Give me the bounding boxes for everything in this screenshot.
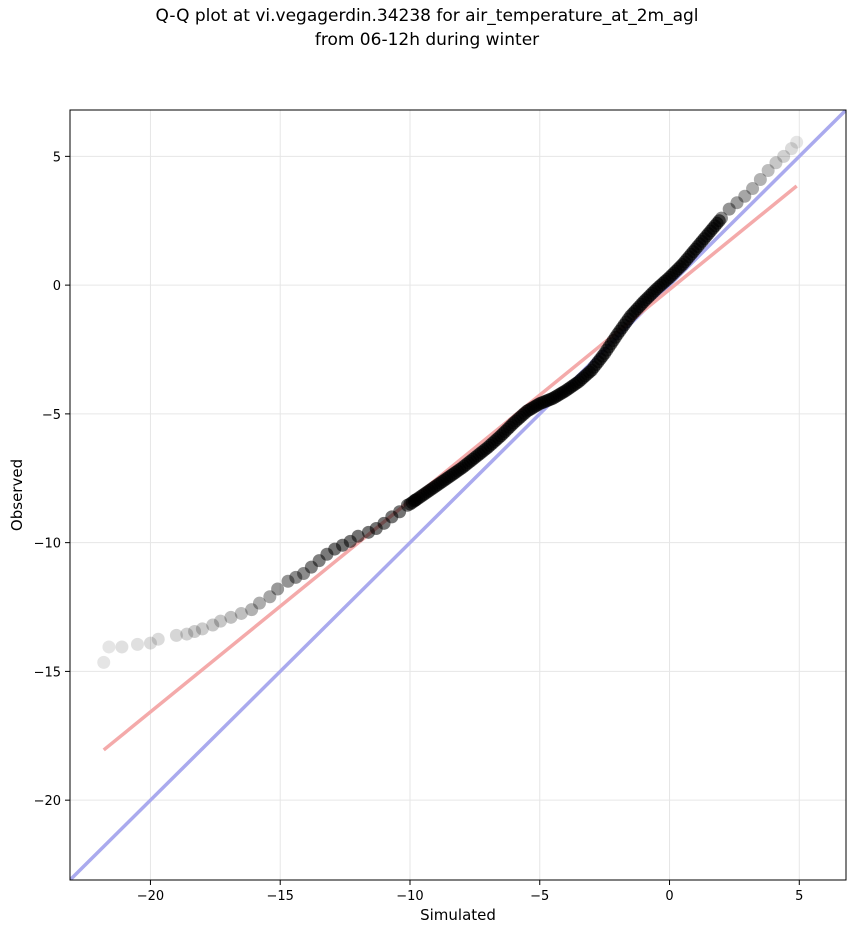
x-tick-label-2: −10 — [396, 889, 423, 904]
upper-tail-point-5 — [753, 173, 767, 187]
upper-tail-point-0 — [714, 211, 728, 225]
y-tick-label-0: −20 — [34, 794, 61, 809]
upper-tail-point-9 — [784, 142, 798, 156]
plot-frame — [69, 109, 847, 881]
y-tick-label-1: −15 — [34, 665, 61, 680]
data-points — [97, 135, 804, 669]
chart-title-line-1: Q-Q plot at vi.vegagerdin.34238 for air_… — [155, 6, 699, 26]
lower-tail-point-2 — [115, 640, 129, 654]
upper-tail-point-1 — [722, 202, 736, 216]
lower-tail-point-15 — [252, 596, 266, 610]
lower-tail-point-13 — [234, 606, 248, 620]
upper-tail-point-4 — [746, 182, 760, 196]
x-tick-label-5: 5 — [795, 889, 803, 904]
lower-tail-point-17 — [271, 582, 285, 596]
lower-tail-point-1 — [102, 640, 116, 654]
lower-tail-point-4 — [143, 636, 157, 650]
upper-tail-point-2 — [730, 196, 744, 210]
lower-tail-point-9 — [195, 622, 209, 636]
lower-tail-point-8 — [188, 624, 202, 638]
lower-tail-point-16 — [263, 590, 277, 604]
x-tick-label-1: −15 — [267, 889, 294, 904]
lower-tail-point-5 — [151, 632, 165, 646]
y-tick-label-5: 5 — [53, 150, 61, 165]
upper-tail-point-8 — [777, 149, 791, 163]
lower-tail-point-18 — [281, 574, 295, 588]
y-tick-label-2: −10 — [34, 537, 61, 552]
lower-tail-point-0 — [97, 655, 111, 669]
lower-tail-point-12 — [224, 610, 238, 624]
upper-tail-point-10 — [790, 135, 804, 149]
lower-tail-point-10 — [206, 618, 220, 632]
y-axis-label: Observed — [8, 459, 26, 531]
x-tick-label-4: 0 — [665, 889, 673, 904]
y-tick-label-3: −5 — [42, 408, 61, 423]
upper-tail-point-6 — [761, 164, 775, 178]
lower-tail-point-11 — [214, 614, 228, 628]
lower-tail-point-3 — [130, 637, 144, 651]
x-axis-label: Simulated — [420, 906, 496, 924]
lower-tail-point-6 — [169, 628, 183, 642]
y-tick-label-4: 0 — [53, 279, 61, 294]
x-axis-ticks: −20 −15 −10 −5 0 5 — [137, 880, 803, 904]
fit-line — [102, 184, 798, 752]
lower-tail-point-19 — [289, 570, 303, 584]
lower-tail-point-7 — [180, 627, 194, 641]
curve-point-23-5 — [712, 214, 726, 228]
lower-tail-point-14 — [245, 603, 259, 617]
y-axis-ticks: −20 −15 −10 −5 0 5 — [34, 150, 70, 809]
x-tick-label-3: −5 — [530, 889, 549, 904]
x-tick-label-0: −20 — [137, 889, 164, 904]
lower-tail-point-27 — [351, 529, 365, 543]
identity-line — [70, 110, 846, 880]
upper-tail-point-7 — [769, 156, 783, 170]
upper-tail-point-3 — [738, 189, 752, 203]
reference-lines — [70, 110, 846, 880]
chart-title-line-2: from 06-12h during winter — [314, 30, 540, 50]
